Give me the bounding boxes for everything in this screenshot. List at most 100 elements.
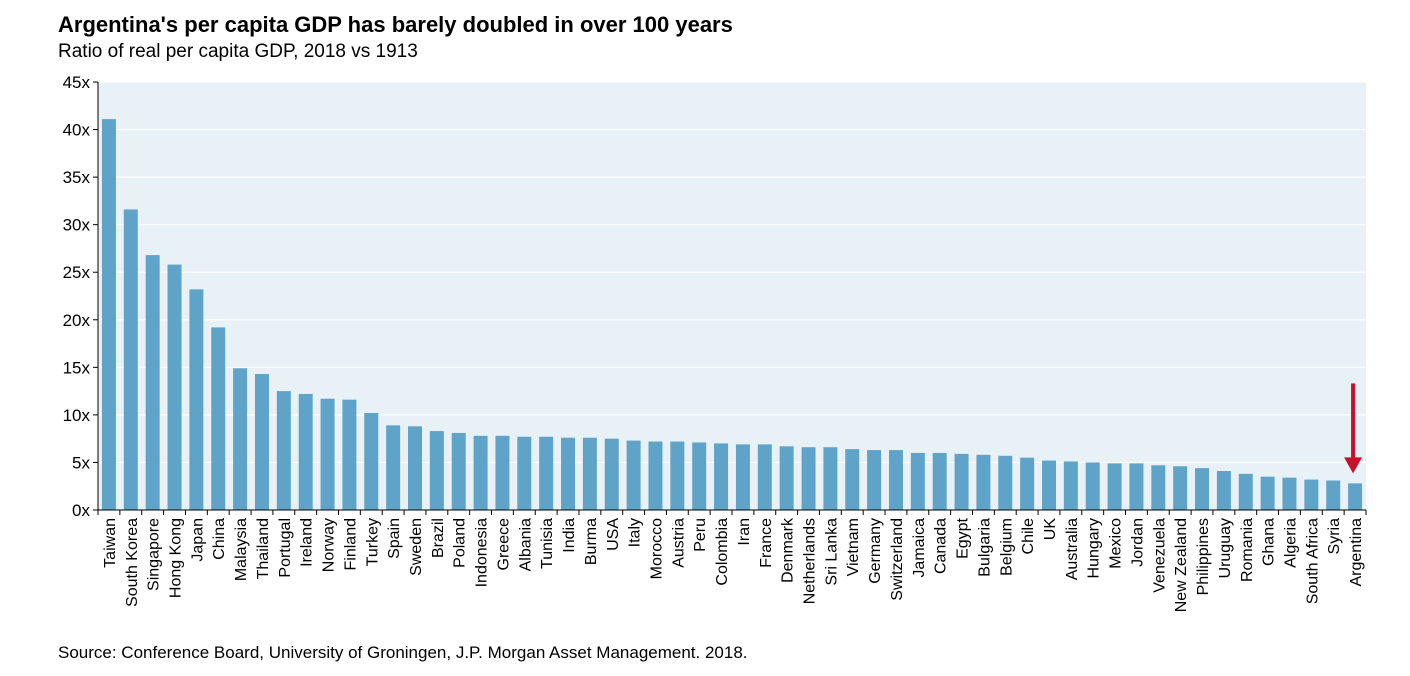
- x-tick-label: Chile: [1020, 518, 1037, 555]
- x-tick-label: Netherlands: [802, 518, 819, 604]
- x-tick-label: Romania: [1239, 518, 1256, 582]
- y-tick-label: 45x: [63, 73, 91, 92]
- y-tick-label: 10x: [63, 406, 91, 425]
- bar: [145, 255, 160, 510]
- x-tick-label: Canada: [933, 518, 950, 574]
- bar: [735, 444, 750, 510]
- bar: [888, 450, 903, 510]
- bar: [276, 391, 291, 510]
- bar: [1129, 463, 1144, 510]
- x-tick-label: Jordan: [1129, 518, 1146, 567]
- x-tick-label: Argentina: [1348, 518, 1365, 587]
- bar: [1304, 479, 1319, 510]
- bar: [757, 444, 772, 510]
- y-tick-label: 20x: [63, 311, 91, 330]
- bar: [1151, 465, 1166, 510]
- bar: [779, 446, 794, 510]
- bar: [714, 443, 729, 510]
- x-tick-label: Switzerland: [889, 518, 906, 601]
- x-tick-labels: Taiwan South Korea Singapore Hong Kong Japan…: [102, 517, 1365, 612]
- bar: [517, 436, 532, 510]
- x-tick-label: Turkey: [364, 518, 381, 566]
- bar: [473, 435, 488, 510]
- bar: [1020, 457, 1035, 510]
- bar: [539, 436, 554, 510]
- y-tick-label: 15x: [63, 358, 91, 377]
- bar: [1326, 480, 1341, 510]
- bar: [123, 209, 138, 510]
- bar: [670, 441, 685, 510]
- x-tick-label: Japan: [189, 518, 206, 562]
- bar: [167, 264, 182, 510]
- x-tick-label: UK: [1042, 518, 1059, 541]
- x-tick-label: Mexico: [1108, 518, 1125, 569]
- x-tick-label: Albania: [517, 518, 534, 571]
- x-tick-label: Italy: [627, 518, 644, 547]
- chart-subtitle: Ratio of real per capita GDP, 2018 vs 19…: [58, 41, 418, 62]
- x-tick-label: South Korea: [124, 518, 141, 607]
- x-tick-label: Jamaica: [911, 518, 928, 578]
- bar: [867, 450, 882, 510]
- gridlines: [98, 81, 1366, 464]
- down-arrow-icon: [1344, 457, 1363, 474]
- x-tick-label: Philippines: [1195, 518, 1212, 595]
- x-tick-label: Spain: [386, 518, 403, 559]
- bar: [648, 441, 663, 510]
- bar: [976, 454, 991, 510]
- x-tick-label: Germany: [867, 518, 884, 584]
- x-tick-label: Singapore: [146, 518, 163, 591]
- bar: [1063, 461, 1078, 510]
- source-note: Source: Conference Board, University of …: [58, 643, 748, 662]
- x-tick-label: China: [211, 518, 228, 560]
- x-tick-label: India: [561, 518, 578, 553]
- x-tick-label: Indonesia: [474, 518, 491, 587]
- bar: [408, 426, 422, 510]
- bar: [320, 398, 335, 510]
- bar: [932, 452, 947, 510]
- bar: [954, 453, 969, 510]
- annotations: [1344, 383, 1363, 474]
- bar: [604, 438, 619, 510]
- bar: [692, 442, 707, 510]
- axes: [93, 81, 1367, 515]
- bar: [1216, 471, 1231, 510]
- y-tick-label: 5x: [72, 453, 90, 472]
- bar: [451, 432, 466, 510]
- y-tick-label: 30x: [63, 216, 91, 235]
- x-tick-label: Tunisia: [539, 518, 556, 569]
- bar: [1238, 473, 1253, 510]
- y-tick-label: 35x: [63, 168, 91, 187]
- y-tick-labels: 0x 5x 10x 15x 20x 25x 30x 35x 40x 45x: [63, 73, 91, 520]
- x-tick-label: Malaysia: [233, 518, 250, 581]
- x-tick-label: Syria: [1326, 518, 1343, 555]
- x-tick-label: Hong Kong: [168, 518, 185, 598]
- x-tick-label: Belgium: [998, 518, 1015, 576]
- x-tick-label: Poland: [452, 518, 469, 568]
- x-tick-label: Vietnam: [845, 518, 862, 576]
- bar: [189, 289, 204, 510]
- x-tick-label: Ireland: [299, 518, 316, 567]
- x-tick-label: Peru: [692, 518, 709, 552]
- bar: [1348, 483, 1363, 510]
- x-tick-label: Burma: [583, 518, 600, 565]
- bar: [1195, 468, 1210, 510]
- bar: [495, 435, 510, 510]
- bar: [386, 425, 401, 510]
- x-tick-label: Hungary: [1086, 518, 1103, 578]
- bar: [1282, 477, 1297, 510]
- x-tick-label: Egypt: [955, 517, 972, 558]
- x-tick-label: Uruguay: [1217, 518, 1234, 578]
- bar: [298, 393, 313, 510]
- bar: [801, 447, 816, 510]
- bar: [823, 447, 838, 510]
- bar: [626, 440, 641, 510]
- x-tick-label: Morocco: [648, 518, 665, 579]
- chart-title: Argentina's per capita GDP has barely do…: [58, 12, 733, 37]
- y-tick-label: 40x: [63, 121, 91, 140]
- bar: [211, 327, 226, 510]
- bar: [254, 373, 269, 510]
- x-tick-label: Portugal: [277, 518, 294, 578]
- x-tick-label: Sri Lanka: [823, 518, 840, 586]
- x-tick-label: Taiwan: [102, 518, 119, 568]
- y-tick-label: 0x: [72, 501, 90, 520]
